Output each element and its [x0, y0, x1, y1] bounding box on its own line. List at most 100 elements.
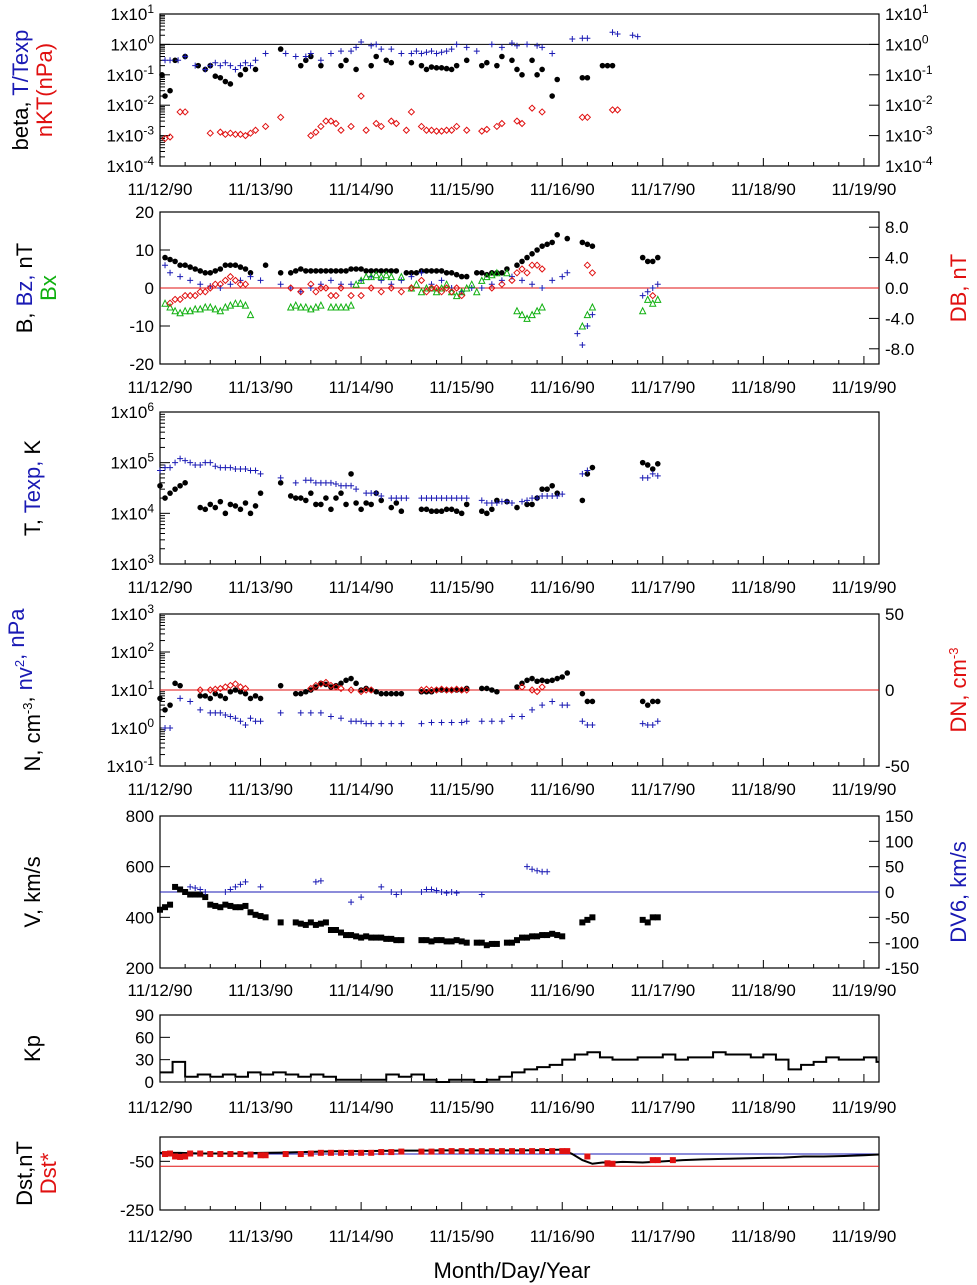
- data-point: [368, 490, 375, 497]
- data-point: [418, 937, 425, 944]
- data-point: [317, 709, 324, 716]
- x-tick-label: 11/14/90: [329, 180, 394, 199]
- data-point: [458, 1148, 465, 1155]
- x-tick-label: 11/15/90: [429, 1098, 494, 1117]
- data-point: [277, 281, 284, 288]
- data-point: [196, 288, 204, 296]
- data-point: [608, 106, 617, 114]
- data-point: [378, 497, 385, 504]
- data-point: [192, 62, 199, 69]
- data-point: [322, 678, 330, 687]
- data-point: [462, 283, 471, 292]
- data-point: [452, 284, 461, 292]
- data-point: [232, 715, 239, 722]
- y-tick-label: 1x10-3: [106, 124, 154, 146]
- data-point: [337, 302, 345, 311]
- y-tick-label: 1x10-1: [106, 63, 154, 85]
- data-point: [458, 495, 465, 502]
- data-point: [443, 48, 450, 55]
- data-point: [433, 268, 440, 274]
- data-point: [222, 510, 229, 517]
- data-point: [252, 503, 259, 509]
- data-point: [212, 59, 219, 66]
- data-point: [323, 681, 329, 688]
- x-tick-label: 11/17/90: [630, 578, 695, 597]
- data-point: [654, 718, 661, 725]
- data-point: [242, 66, 249, 73]
- data-point: [202, 66, 209, 73]
- data-point: [508, 713, 515, 720]
- data-point: [418, 889, 425, 895]
- data-point: [337, 284, 345, 292]
- data-point: [483, 499, 490, 506]
- data-point: [564, 670, 571, 676]
- data-point: [418, 50, 425, 57]
- data-point: [494, 270, 500, 276]
- data-point: [578, 321, 587, 330]
- plot-frame: [159, 13, 880, 167]
- data-point: [257, 695, 264, 702]
- data-point: [378, 690, 385, 697]
- data-point: [453, 495, 460, 502]
- data-point: [428, 48, 435, 55]
- data-point: [368, 42, 375, 49]
- data-point: [447, 287, 456, 296]
- data-point: [237, 62, 244, 69]
- data-point: [463, 57, 470, 64]
- data-point: [211, 280, 220, 288]
- data-point: [307, 709, 314, 716]
- data-point: [644, 474, 651, 481]
- data-point: [287, 285, 294, 291]
- data-point: [514, 684, 520, 690]
- data-point: [207, 283, 214, 290]
- data-point: [296, 302, 305, 311]
- data-point: [257, 1152, 264, 1159]
- data-point: [328, 268, 334, 274]
- data-point: [513, 269, 521, 277]
- data-point: [162, 262, 169, 269]
- data-point: [363, 685, 369, 692]
- data-point: [262, 1152, 269, 1159]
- data-point: [564, 269, 571, 276]
- data-point: [317, 281, 324, 288]
- data-point: [579, 690, 586, 697]
- data-point: [428, 886, 435, 893]
- data-point: [317, 877, 324, 884]
- data-point: [222, 59, 229, 66]
- data-point: [524, 863, 531, 870]
- data-point: [307, 50, 314, 57]
- data-point: [172, 57, 178, 64]
- data-point: [443, 506, 450, 513]
- data-point: [232, 66, 239, 73]
- data-point: [473, 270, 480, 276]
- data-point: [438, 268, 445, 274]
- data-point: [368, 501, 374, 508]
- data-point: [242, 59, 249, 66]
- data-point: [478, 285, 485, 291]
- data-point: [433, 50, 440, 57]
- data-point: [317, 920, 324, 927]
- data-point: [484, 685, 490, 692]
- data-point: [499, 270, 505, 276]
- data-point: [589, 721, 596, 728]
- data-point: [302, 477, 309, 484]
- data-point: [539, 1148, 546, 1155]
- data-point: [312, 878, 319, 885]
- data-point: [242, 902, 249, 909]
- data-point: [358, 934, 365, 941]
- data-point: [166, 302, 174, 311]
- data-point: [418, 688, 425, 695]
- data-point: [358, 718, 365, 725]
- data-point: [201, 288, 209, 296]
- data-point: [382, 270, 391, 279]
- data-point: [584, 323, 591, 329]
- data-point: [498, 44, 505, 51]
- x-tick-label: 11/19/90: [831, 1227, 896, 1246]
- panel-b: 11/12/90 11/13/90 11/14/90 11/15/90 11/16/90…: [12, 203, 971, 397]
- y-tick-label: -20: [129, 355, 154, 374]
- data-point: [433, 64, 440, 71]
- data-point: [353, 266, 359, 272]
- data-point: [338, 268, 344, 274]
- data-point: [453, 41, 460, 48]
- data-point: [207, 1151, 214, 1158]
